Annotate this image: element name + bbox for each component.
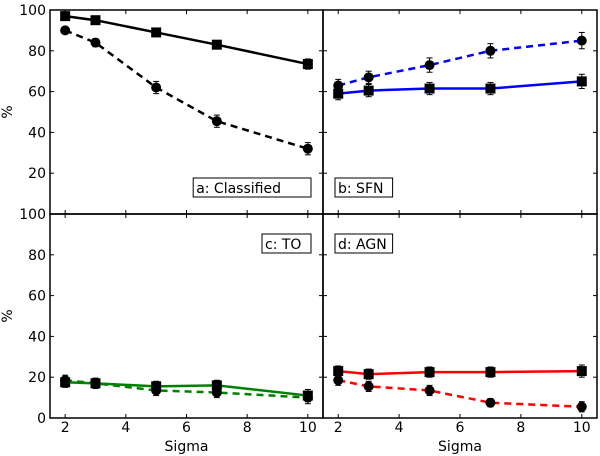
data-point-circle [333, 375, 344, 386]
panel-label: c: TO [265, 237, 301, 253]
y-tick-label: 100 [19, 3, 46, 19]
data-point-square [424, 367, 435, 378]
series-line [338, 80, 582, 95]
y-axis-label: % [0, 105, 16, 118]
data-point-circle [211, 116, 222, 127]
x-tick-label: 4 [395, 420, 404, 436]
x-tick-label: 8 [243, 420, 252, 436]
series-line [65, 379, 308, 399]
data-point-circle [302, 143, 313, 154]
data-point-circle [363, 72, 374, 83]
series-line [65, 14, 309, 66]
data-point-square [60, 11, 71, 22]
series-line [64, 29, 309, 150]
panel-label-box [261, 233, 312, 254]
y-tick-label: 20 [28, 166, 46, 182]
data-point-square [151, 27, 162, 38]
x-tick-label: 4 [121, 420, 130, 436]
x-tick-label: 6 [182, 420, 191, 436]
y-tick-label: 20 [28, 370, 46, 386]
data-point-square [363, 369, 374, 380]
data-point-circle [485, 397, 496, 408]
data-point-square [211, 380, 222, 391]
data-point-circle [60, 375, 71, 386]
y-tick-label: 80 [28, 44, 46, 60]
series-line [338, 369, 582, 376]
x-tick-label: 2 [61, 420, 70, 436]
y-tick-label: 60 [28, 289, 46, 305]
y-tick-label: 40 [28, 125, 46, 141]
y-tick-label: 0 [37, 411, 46, 427]
series-line [337, 379, 582, 409]
y-tick-label: 40 [28, 329, 46, 345]
panel-label-box [192, 177, 312, 198]
panel-0: 20 40 60 80 100 a: Classified [19, 3, 324, 215]
panel-3: 2 4 6 8 10 d: AGN [322, 213, 598, 436]
data-point-circle [485, 45, 496, 56]
panel-label: d: AGN [338, 237, 387, 253]
data-point-circle [151, 385, 162, 396]
x-axis-label: Sigma [438, 439, 482, 455]
data-point-circle [576, 401, 587, 412]
data-point-circle [576, 35, 587, 46]
data-point-square [576, 76, 587, 87]
panel-label: a: Classified [196, 181, 281, 197]
x-tick-label: 10 [299, 420, 317, 436]
data-point-circle [424, 385, 435, 396]
data-point-square [485, 367, 496, 378]
data-point-square [333, 366, 344, 377]
panel-label-box [334, 233, 394, 254]
y-tick-label: 80 [28, 248, 46, 264]
data-point-circle [90, 37, 101, 48]
x-tick-label: 8 [516, 420, 525, 436]
y-axis-label: % [0, 309, 16, 322]
data-point-square [90, 15, 101, 26]
data-point-circle [211, 387, 222, 398]
data-point-circle [424, 60, 435, 71]
panel-1: b: SFN [322, 9, 598, 215]
data-point-circle [90, 378, 101, 389]
x-tick-label: 6 [456, 420, 465, 436]
panel-frame [322, 213, 598, 419]
data-point-square [576, 366, 587, 377]
data-point-square [333, 88, 344, 99]
data-point-circle [302, 392, 313, 403]
data-point-circle [363, 381, 374, 392]
x-axis-label: Sigma [165, 439, 209, 455]
y-tick-label: 100 [19, 207, 46, 223]
data-point-circle [60, 25, 71, 36]
data-point-square [302, 59, 313, 70]
data-point-circle [333, 80, 344, 91]
y-tick-label: 60 [28, 85, 46, 101]
data-point-square [424, 83, 435, 94]
panel-label-box [334, 177, 394, 198]
x-tick-label: 10 [573, 420, 591, 436]
data-point-square [485, 83, 496, 94]
x-tick-label: 2 [334, 420, 343, 436]
data-point-square [363, 85, 374, 96]
data-point-circle [151, 82, 162, 93]
data-point-square [211, 39, 222, 50]
series-line [337, 39, 582, 87]
panel-label: b: SFN [338, 181, 383, 197]
